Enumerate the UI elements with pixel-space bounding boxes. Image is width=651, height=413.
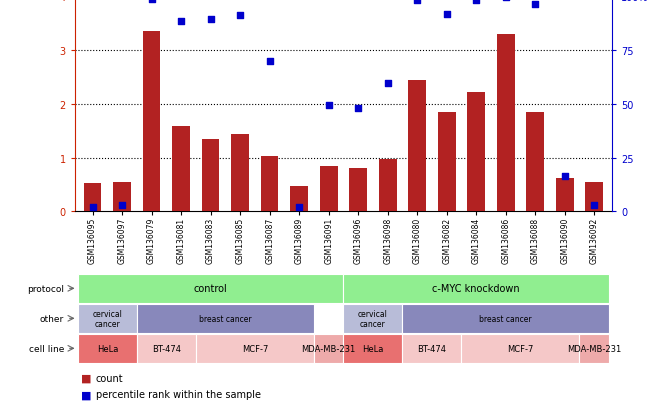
Point bbox=[176, 18, 186, 25]
Bar bbox=[585, 182, 603, 212]
Bar bbox=[467, 93, 485, 212]
Point bbox=[235, 13, 245, 19]
Bar bbox=[343, 274, 609, 303]
Bar bbox=[402, 304, 609, 333]
Text: MCF-7: MCF-7 bbox=[507, 344, 534, 353]
Point bbox=[441, 11, 452, 18]
Bar bbox=[84, 184, 102, 212]
Text: cell line: cell line bbox=[29, 344, 64, 353]
Text: BT-474: BT-474 bbox=[417, 344, 447, 353]
Bar bbox=[231, 135, 249, 212]
Bar bbox=[527, 113, 544, 212]
Point bbox=[146, 0, 157, 3]
Point bbox=[294, 204, 305, 211]
Bar bbox=[379, 160, 396, 212]
Bar bbox=[408, 81, 426, 212]
Bar bbox=[143, 32, 160, 212]
Bar bbox=[202, 140, 219, 212]
Point bbox=[87, 204, 98, 211]
Bar bbox=[137, 334, 196, 363]
Point bbox=[264, 58, 275, 65]
Bar bbox=[556, 178, 574, 212]
Bar bbox=[113, 182, 131, 212]
Text: ■: ■ bbox=[81, 373, 96, 383]
Point bbox=[471, 0, 481, 5]
Bar bbox=[290, 186, 308, 212]
Point bbox=[353, 105, 363, 112]
Bar bbox=[497, 35, 514, 212]
Bar bbox=[579, 334, 609, 363]
Text: count: count bbox=[96, 373, 123, 383]
Text: ■: ■ bbox=[81, 389, 96, 399]
Point bbox=[412, 0, 422, 5]
Point bbox=[530, 2, 540, 9]
Text: MDA-MB-231: MDA-MB-231 bbox=[301, 344, 356, 353]
Text: BT-474: BT-474 bbox=[152, 344, 181, 353]
Bar bbox=[320, 166, 337, 212]
Text: percentile rank within the sample: percentile rank within the sample bbox=[96, 389, 260, 399]
Text: MCF-7: MCF-7 bbox=[242, 344, 268, 353]
Point bbox=[324, 102, 334, 109]
Point bbox=[117, 202, 128, 209]
Bar bbox=[78, 274, 343, 303]
Bar bbox=[78, 334, 137, 363]
Bar bbox=[173, 127, 190, 212]
Bar bbox=[314, 334, 343, 363]
Text: cervical
cancer: cervical cancer bbox=[92, 309, 122, 328]
Text: protocol: protocol bbox=[27, 284, 64, 293]
Text: cervical
cancer: cervical cancer bbox=[358, 309, 388, 328]
Text: HeLa: HeLa bbox=[96, 344, 118, 353]
Bar bbox=[343, 304, 402, 333]
Bar bbox=[343, 334, 402, 363]
Text: HeLa: HeLa bbox=[362, 344, 383, 353]
Point bbox=[382, 81, 393, 88]
Bar bbox=[402, 334, 462, 363]
Bar bbox=[261, 157, 279, 212]
Text: c-MYC knockdown: c-MYC knockdown bbox=[432, 284, 520, 294]
Text: breast cancer: breast cancer bbox=[479, 314, 532, 323]
Point bbox=[206, 17, 216, 23]
Bar bbox=[350, 169, 367, 212]
Bar bbox=[438, 113, 456, 212]
Text: breast cancer: breast cancer bbox=[199, 314, 252, 323]
Text: MDA-MB-231: MDA-MB-231 bbox=[567, 344, 621, 353]
Text: control: control bbox=[194, 284, 227, 294]
Bar bbox=[196, 334, 314, 363]
Point bbox=[589, 202, 600, 209]
Bar bbox=[137, 304, 314, 333]
Bar bbox=[462, 334, 579, 363]
Point bbox=[559, 173, 570, 180]
Text: other: other bbox=[40, 314, 64, 323]
Point bbox=[501, 0, 511, 2]
Bar bbox=[78, 304, 137, 333]
